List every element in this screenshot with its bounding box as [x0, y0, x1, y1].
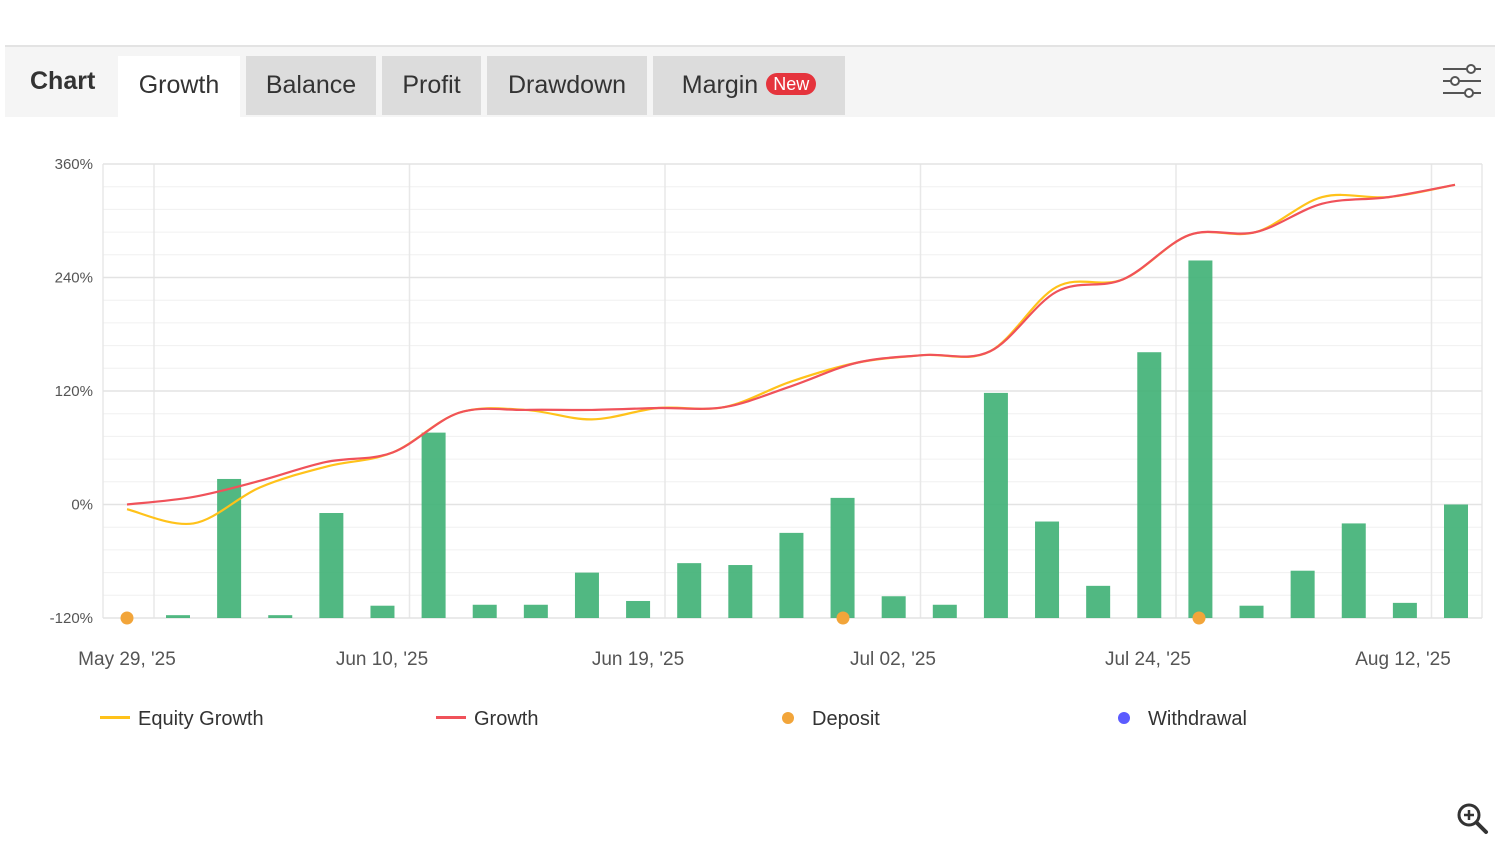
- x-tick-label: May 29, '25: [78, 649, 176, 670]
- profit-bar: [626, 600, 651, 618]
- x-tick-label: Jun 19, '25: [592, 649, 684, 670]
- y-tick-label: 0%: [71, 497, 93, 514]
- profit-bar: [1188, 260, 1213, 618]
- new-badge: New: [766, 73, 817, 96]
- profit-bar: [370, 605, 395, 618]
- x-tick-label: Jun 10, '25: [336, 649, 428, 670]
- chart-tab-bar: Chart Growth Balance Profit Drawdown Mar…: [5, 45, 1495, 117]
- zoom-in-icon[interactable]: [1456, 802, 1490, 836]
- x-tick-label: Aug 12, '25: [1355, 649, 1451, 670]
- profit-bar: [1392, 602, 1417, 618]
- profit-bar: [1086, 585, 1111, 618]
- profit-bar: [1290, 570, 1315, 618]
- tab-growth[interactable]: Growth: [118, 56, 240, 117]
- legend-deposit-label: Deposit: [812, 708, 880, 730]
- deposit-marker: [1192, 611, 1206, 625]
- y-tick-label: 240%: [55, 270, 93, 287]
- profit-bar: [1341, 523, 1366, 618]
- profit-bar: [1137, 352, 1162, 618]
- legend-equity-growth[interactable]: Equity Growth: [100, 704, 264, 734]
- sliders-icon[interactable]: [1441, 61, 1485, 101]
- profit-bar: [421, 432, 446, 618]
- legend-deposit[interactable]: Deposit: [776, 704, 880, 734]
- legend-withdrawal-label: Withdrawal: [1148, 708, 1247, 730]
- equity-growth-line: [126, 183, 1456, 526]
- profit-bar: [1035, 521, 1060, 618]
- tab-drawdown[interactable]: Drawdown: [487, 56, 647, 115]
- y-tick-label: 360%: [55, 156, 93, 173]
- legend-growth-label: Growth: [474, 708, 539, 730]
- legend-growth[interactable]: Growth: [436, 704, 538, 734]
- legend-equity-swatch: [100, 716, 130, 720]
- profit-bar: [268, 615, 293, 618]
- legend-withdrawal[interactable]: Withdrawal: [1112, 704, 1247, 734]
- profit-bar: [574, 572, 599, 618]
- profit-bar: [932, 604, 957, 618]
- profit-bar: [166, 615, 190, 618]
- profit-bar: [472, 604, 497, 618]
- tab-drawdown-label: Drawdown: [507, 71, 627, 99]
- profit-bar: [1239, 605, 1264, 618]
- x-tick-label: Jul 02, '25: [850, 649, 936, 670]
- profit-bar: [881, 596, 906, 618]
- tab-margin-label: Margin: [681, 71, 759, 99]
- tab-profit-label: Profit: [402, 71, 461, 99]
- tab-profit[interactable]: Profit: [382, 56, 481, 115]
- legend-growth-swatch: [436, 716, 466, 720]
- profit-bar: [677, 563, 702, 618]
- profit-bar: [779, 532, 804, 618]
- deposit-marker: [120, 611, 134, 625]
- chart-tab-title: Chart: [30, 67, 96, 95]
- profit-bar: [319, 513, 344, 618]
- tab-balance-label: Balance: [265, 71, 357, 99]
- tab-balance[interactable]: Balance: [246, 56, 376, 115]
- legend-equity-label: Equity Growth: [138, 708, 264, 730]
- profit-bar: [217, 478, 242, 618]
- y-tick-label: 120%: [55, 383, 93, 400]
- profit-bar: [1444, 504, 1468, 618]
- deposit-marker: [836, 611, 850, 625]
- profit-bar: [523, 604, 548, 618]
- y-tick-label: -120%: [50, 610, 93, 627]
- profit-bar: [830, 497, 855, 618]
- legend-withdrawal-swatch: [1118, 711, 1130, 724]
- tab-margin[interactable]: Margin New: [653, 56, 845, 115]
- legend-deposit-swatch: [782, 711, 794, 724]
- profit-bar: [983, 392, 1008, 618]
- growth-line: [126, 183, 1456, 506]
- x-tick-label: Jul 24, '25: [1105, 649, 1191, 670]
- growth-chart: 360% 240% 120% 0% -120% May 29, '25 Jun 10, '2…: [50, 156, 1483, 670]
- tab-growth-label: Growth: [138, 71, 220, 99]
- profit-bar: [728, 565, 753, 618]
